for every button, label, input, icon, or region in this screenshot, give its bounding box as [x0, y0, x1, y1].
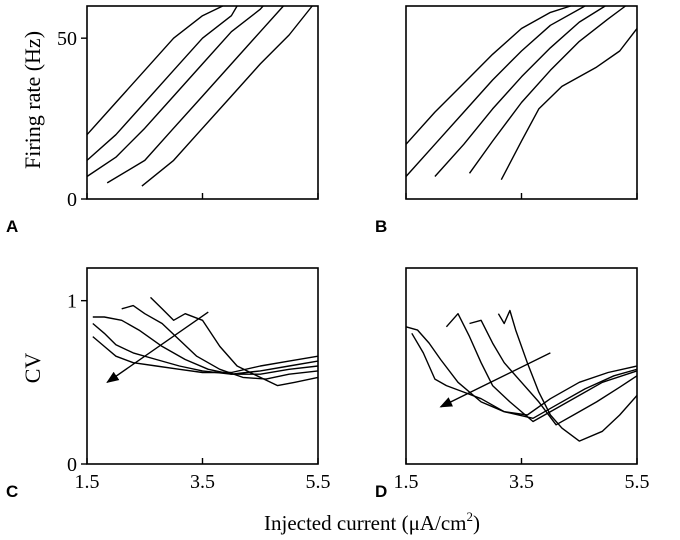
series-line: [92, 336, 319, 374]
series-line: [106, 5, 284, 184]
x-axis-label: Injected current (μA/cm2): [264, 509, 480, 535]
series-line: [86, 5, 238, 161]
bottom-y-axis-label: CV: [20, 353, 45, 384]
series-line: [86, 5, 264, 178]
panel-b: B: [375, 5, 638, 236]
series-line: [405, 5, 571, 145]
x-tick-label: 1.5: [75, 471, 100, 493]
panel-d: 1.5 3.5 5.5 D: [375, 267, 650, 501]
trend-arrow: [439, 352, 551, 408]
top-y-axis-label: Firing rate (Hz): [20, 31, 45, 169]
x-tick-label: 3.5: [190, 471, 215, 493]
plot-frame: [405, 267, 638, 465]
series-line: [121, 304, 319, 380]
y-tick-label: 1: [67, 291, 77, 313]
panel-label: A: [6, 217, 18, 236]
x-axis-label-main: Injected current (μA/cm: [264, 511, 467, 535]
trend-arrow: [106, 311, 209, 384]
plot-frame: [86, 5, 319, 200]
series-line: [150, 296, 319, 387]
panel-a: 0 50 A: [6, 5, 319, 236]
plot-frame: [86, 267, 319, 465]
series-line: [497, 309, 638, 442]
x-axis-label-superscript: 2: [467, 509, 474, 524]
series-line: [92, 322, 319, 375]
x-axis-label-end: ): [473, 511, 480, 535]
panels: 0 50 A B 1.5 3.5 5.5 0 1 C 1.5 3.5 5.5 D: [6, 5, 650, 501]
series-line: [469, 319, 638, 426]
panel-label: B: [375, 217, 387, 236]
series-line: [445, 313, 638, 423]
series-line: [411, 332, 638, 419]
series-line: [405, 5, 586, 177]
panel-label: C: [6, 482, 18, 501]
panel-c: 1.5 3.5 5.5 0 1 C: [6, 267, 331, 501]
series-line: [405, 326, 638, 416]
x-tick-label: 3.5: [509, 471, 534, 493]
series-line: [500, 28, 638, 181]
series-line: [468, 5, 626, 174]
series-line: [86, 5, 224, 136]
x-tick-label: 1.5: [394, 471, 419, 493]
panel-label: D: [375, 482, 387, 501]
y-tick-label: 50: [57, 28, 77, 50]
series-line: [141, 5, 313, 187]
series-line: [92, 316, 319, 375]
y-tick-label: 0: [67, 189, 77, 211]
x-tick-label: 5.5: [625, 471, 650, 493]
series-line: [434, 5, 606, 177]
x-tick-label: 5.5: [306, 471, 331, 493]
y-tick-label: 0: [67, 454, 77, 476]
